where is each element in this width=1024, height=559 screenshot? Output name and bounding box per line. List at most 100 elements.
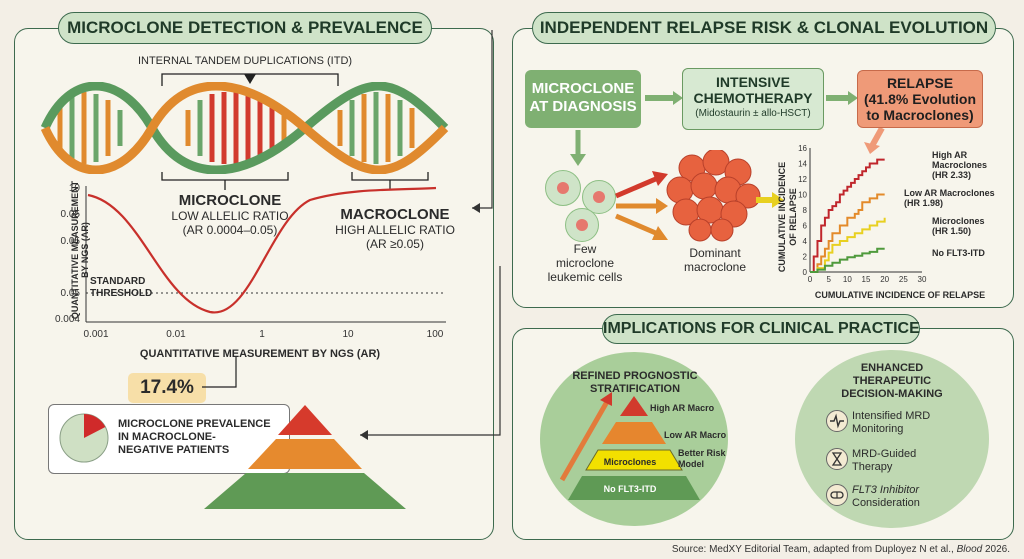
legend-no-flt3: No FLT3-ITD bbox=[932, 248, 985, 258]
left-panel-title: MICROCLONE DETECTION & PREVALENCE bbox=[58, 12, 432, 44]
step2-line2: CHEMOTHERAPY bbox=[693, 90, 813, 106]
threshold-line1: STANDARD bbox=[90, 276, 146, 287]
legend-2-line2: (HR 1.50) bbox=[932, 226, 972, 236]
step3-line2: (41.8% Evolution bbox=[863, 91, 977, 107]
expansion-arrows bbox=[615, 171, 668, 240]
ngs-xtick-0: 0.001 bbox=[83, 329, 108, 340]
relapse-series-0 bbox=[810, 158, 885, 273]
step-relapse: RELAPSE (41.8% Evolution to Macroclones) bbox=[857, 70, 983, 128]
source-prefix: Source: MedXY Editorial Team, adapted fr… bbox=[671, 544, 957, 555]
step3-line3: to Macroclones) bbox=[866, 107, 974, 123]
item1-line2: Therapy bbox=[852, 461, 893, 473]
macroclone-bracket bbox=[351, 172, 429, 190]
legend-2-line1: Microclones bbox=[932, 216, 985, 226]
relapse-series-1 bbox=[810, 193, 885, 273]
relapse-xtick-6: 30 bbox=[918, 275, 927, 284]
dominant-macro-label: Dominant macroclone bbox=[660, 246, 770, 274]
macro-line1: Dominant bbox=[689, 246, 741, 260]
tier-low-ar: Low AR Macro bbox=[664, 430, 727, 440]
macroclone-line1: HIGH ALLELIC RATIO bbox=[335, 223, 455, 237]
relapse-ylabel-line1: CUMULATIVE INCIDENCE bbox=[777, 161, 787, 273]
ngs-chart: 10 0.05 0.05 0.05 0.004 0.001 0.01 1 10 … bbox=[55, 183, 446, 340]
prevalence-pie-chart bbox=[59, 413, 109, 463]
source-footer: Source: MedXY Editorial Team, adapted fr… bbox=[672, 544, 1010, 555]
relapse-series-3 bbox=[810, 247, 885, 273]
better-risk-line2: Model bbox=[678, 459, 704, 469]
legend-3-line1: No FLT3-ITD bbox=[932, 248, 985, 258]
right-top-title: INDEPENDENT RELAPSE RISK & CLONAL EVOLUT… bbox=[532, 12, 996, 44]
arrow-2 bbox=[826, 91, 858, 105]
microclone-bracket bbox=[161, 172, 289, 190]
hourglass-icon bbox=[826, 448, 848, 470]
callout-line bbox=[202, 357, 237, 388]
relapse-ytick-7: 14 bbox=[798, 160, 807, 169]
legend-0-line1: High AR bbox=[932, 150, 968, 160]
relapse-chart: 0 2 4 6 8 10 12 14 16 0 5 10 15 20 25 30 bbox=[798, 144, 927, 284]
ngs-xtick-4: 100 bbox=[427, 329, 444, 340]
item2-line1: FLT3 Inhibitor bbox=[852, 484, 920, 496]
top-connector bbox=[472, 30, 493, 213]
thera-title-line1: ENHANCED bbox=[860, 362, 924, 374]
relapse-ytick-4: 8 bbox=[803, 206, 808, 215]
right-bottom-title: IMPLICATIONS FOR CLINICAL PRACTICE bbox=[602, 314, 920, 344]
macroclone-cluster bbox=[666, 150, 761, 242]
strat-title-line1: REFINED PROGNOSTIC bbox=[572, 370, 698, 382]
thera-title-line2: THERAPEUTIC bbox=[852, 375, 932, 387]
relapse-xtick-5: 25 bbox=[899, 275, 908, 284]
ngs-chart-xlabel: QUANTITATIVE MEASUREMENT BY NGS (AR) bbox=[139, 348, 381, 360]
arrow-1 bbox=[645, 91, 683, 105]
better-risk-line1: Better Risk bbox=[678, 448, 726, 458]
ngs-xtick-1: 0.01 bbox=[166, 329, 186, 340]
itd-label: INTERNAL TANDEM DUPLICATIONS (ITD) bbox=[137, 55, 353, 67]
prevalence-pie-slice bbox=[84, 414, 106, 438]
macroclone-title: MACROCLONE bbox=[340, 206, 450, 223]
item2-line2: Consideration bbox=[852, 497, 920, 509]
relapse-ytick-3: 6 bbox=[803, 222, 808, 231]
prevalence-value: 17.4% bbox=[140, 377, 194, 398]
step-intensive-chemotherapy: INTENSIVE CHEMOTHERAPY (Midostaurin ± al… bbox=[682, 68, 824, 130]
thera-title-line3: DECISION-MAKING bbox=[841, 388, 943, 400]
relapse-ytick-2: 4 bbox=[803, 237, 808, 246]
therapeutic-title: ENHANCED THERAPEUTIC DECISION-MAKING bbox=[822, 362, 962, 401]
microclone-line1: LOW ALLELIC RATIO bbox=[171, 209, 289, 223]
stratification-pyramid bbox=[559, 392, 700, 500]
item0-line2: Monitoring bbox=[852, 423, 904, 435]
ngs-ytick-2: 0.05 bbox=[61, 236, 81, 247]
cells-line2: microclone bbox=[555, 256, 615, 270]
microclone-label: MICROCLONE LOW ALLELIC RATIO (AR 0.0004–… bbox=[150, 192, 310, 237]
cells-line1: Few bbox=[573, 242, 597, 256]
arrow-down-cells bbox=[570, 130, 586, 166]
legend-microclones: Microclones (HR 1.50) bbox=[932, 216, 985, 236]
ngs-curve bbox=[87, 186, 437, 314]
threshold-line2: THRESHOLD bbox=[90, 288, 153, 299]
relapse-xtick-1: 5 bbox=[826, 275, 831, 284]
relapse-xtick-3: 15 bbox=[862, 275, 871, 284]
relapse-ytick-5: 10 bbox=[798, 191, 807, 200]
arrow-to-chart bbox=[756, 192, 784, 208]
prevalence-line3: NEGATIVE PATIENTS bbox=[118, 444, 230, 456]
source-suffix: 2026. bbox=[982, 544, 1010, 555]
better-risk-model: Better Risk Model bbox=[678, 448, 726, 470]
relapse-xtick-4: 20 bbox=[880, 275, 889, 284]
risk-pyramid-left bbox=[204, 405, 406, 509]
itd-bracket bbox=[161, 73, 339, 86]
microclone-line2: (AR 0.0004–0.05) bbox=[182, 223, 278, 237]
step-microclone-diagnosis: MICROCLONE AT DIAGNOSIS bbox=[525, 70, 641, 128]
tier-microclones: Microclones bbox=[603, 457, 657, 467]
pulse-icon bbox=[826, 410, 848, 432]
step1-line1: MICROCLONE bbox=[531, 80, 635, 97]
macroclone-label: MACROCLONE HIGH ALLELIC RATIO (AR ≥0.05) bbox=[315, 206, 475, 251]
relapse-chart-xlabel: CUMULATIVE INCIDENCE OF RELAPSE bbox=[814, 290, 986, 300]
relapse-ytick-0: 0 bbox=[803, 268, 808, 277]
prevalence-value-badge: 17.4% bbox=[128, 373, 206, 403]
relapse-series-2 bbox=[810, 217, 886, 273]
legend-1-line2: (HR 1.98) bbox=[904, 198, 944, 208]
therapeutic-item-1: MRD-Guided Therapy bbox=[852, 448, 916, 474]
pill-icon bbox=[826, 484, 848, 506]
step3-line1: RELAPSE bbox=[886, 75, 954, 91]
source-journal: Blood bbox=[956, 544, 983, 555]
standard-threshold-label: STANDARD THRESHOLD bbox=[90, 276, 152, 300]
relapse-ytick-1: 2 bbox=[803, 253, 808, 262]
step2-line1: INTENSIVE bbox=[716, 74, 790, 90]
therapeutic-item-2: FLT3 Inhibitor Consideration bbox=[852, 484, 920, 510]
